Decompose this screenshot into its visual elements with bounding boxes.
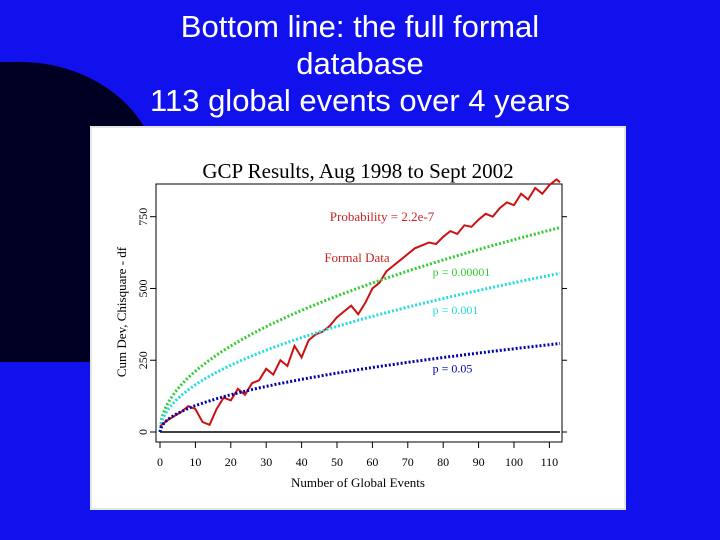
x-tick-label: 60 xyxy=(366,455,378,469)
plot-frame xyxy=(155,183,563,443)
gcp-results-chart: GCP Results, Aug 1998 to Sept 2002 Numbe… xyxy=(90,126,626,510)
y-tick-label: 500 xyxy=(136,279,150,297)
x-tick-label: 20 xyxy=(225,455,237,469)
probability-annotation: Probability = 2.2e-7 xyxy=(330,209,435,224)
slide-title-line-2: database xyxy=(296,46,424,81)
formal-data-annotation: Formal Data xyxy=(324,250,390,265)
x-tick-label: 100 xyxy=(505,455,523,469)
x-tick-label: 10 xyxy=(189,455,201,469)
chart-border xyxy=(90,126,626,510)
series-line-p-0-001 xyxy=(158,271,561,433)
chart-title: GCP Results, Aug 1998 to Sept 2002 xyxy=(202,159,513,183)
y-tick-label: 750 xyxy=(136,208,150,226)
slide-title: Bottom line: the full formal database 11… xyxy=(0,8,720,119)
x-tick-label: 90 xyxy=(473,455,485,469)
series-label: p = 0.00001 xyxy=(433,265,491,279)
x-tick-label: 50 xyxy=(331,455,343,469)
slide-title-line-3: 113 global events over 4 years xyxy=(150,83,570,118)
slide-title-line-1: Bottom line: the full formal xyxy=(180,9,540,44)
chart-panel: GCP Results, Aug 1998 to Sept 2002 Numbe… xyxy=(90,126,626,510)
y-tick-label: 250 xyxy=(136,351,150,369)
y-tick-label: 0 xyxy=(136,429,150,435)
series-label: p = 0.001 xyxy=(433,303,479,317)
x-tick-label: 30 xyxy=(260,455,272,469)
y-axis-label: Cum Dev, Chisquare - df xyxy=(114,246,129,377)
series-line-formal-data xyxy=(159,178,561,428)
x-tick-label: 80 xyxy=(437,455,449,469)
x-tick-label: 110 xyxy=(541,455,559,469)
x-tick-label: 70 xyxy=(402,455,414,469)
x-tick-label: 40 xyxy=(296,455,308,469)
x-axis-label: Number of Global Events xyxy=(291,475,425,490)
series-label: p = 0.05 xyxy=(433,361,473,375)
series-line-p-0-05 xyxy=(158,342,561,433)
x-tick-label: 0 xyxy=(157,455,163,469)
